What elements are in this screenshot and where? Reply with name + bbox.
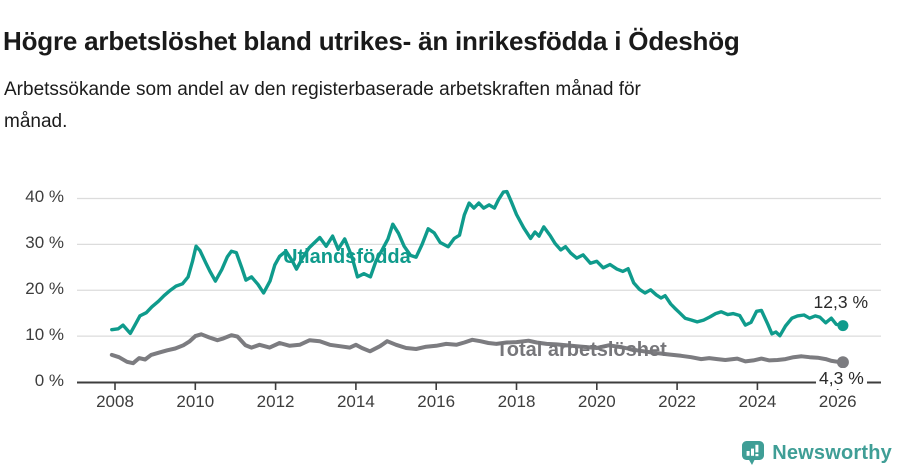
subtitle-line-2: månad. [4, 111, 68, 132]
x-tick-label: 2018 [497, 392, 536, 411]
series-label-utlandsfodda: Utlandsfödda [283, 246, 411, 268]
page-title: Högre arbetslöshet bland utrikes- än inr… [3, 26, 740, 57]
newsworthy-brand: Newsworthy [741, 440, 892, 466]
x-tick-label: 2024 [738, 392, 777, 411]
series-label-total-arbetsloshet: Total arbetslöshet [496, 339, 667, 361]
endpoint-dot-total [836, 356, 849, 369]
x-tick-label: 2014 [336, 392, 375, 411]
x-tick-label: 2026 [818, 392, 857, 411]
end-value-label-total: 4,3 % [816, 368, 867, 389]
x-tick-label: 2012 [256, 392, 295, 411]
page-subtitle: Arbetssökande som andel av den registerb… [4, 74, 641, 138]
y-tick-label: 0 % [34, 371, 64, 390]
x-tick-label: 2022 [658, 392, 696, 411]
y-tick-label: 10 % [25, 325, 64, 345]
x-tick-label: 2008 [96, 392, 134, 411]
series-line-total [109, 332, 843, 366]
series-line-utlandsfodda [110, 189, 843, 338]
end-value-label-utlandsfodda: 12,3 % [813, 292, 868, 312]
y-tick-label: 20 % [25, 279, 64, 299]
y-tick-label: 30 % [25, 233, 64, 253]
newsworthy-logo-icon [742, 441, 765, 465]
endpoint-dot-utlandsfodda [837, 320, 849, 332]
x-tick-label: 2010 [176, 392, 215, 411]
y-tick-label: 40 % [25, 187, 64, 207]
subtitle-line-1: Arbetssökande som andel av den registerb… [4, 79, 641, 100]
newsworthy-wordmark: Newsworthy [772, 441, 892, 464]
x-tick-label: 2016 [417, 392, 456, 411]
x-tick-label: 2020 [577, 392, 616, 411]
